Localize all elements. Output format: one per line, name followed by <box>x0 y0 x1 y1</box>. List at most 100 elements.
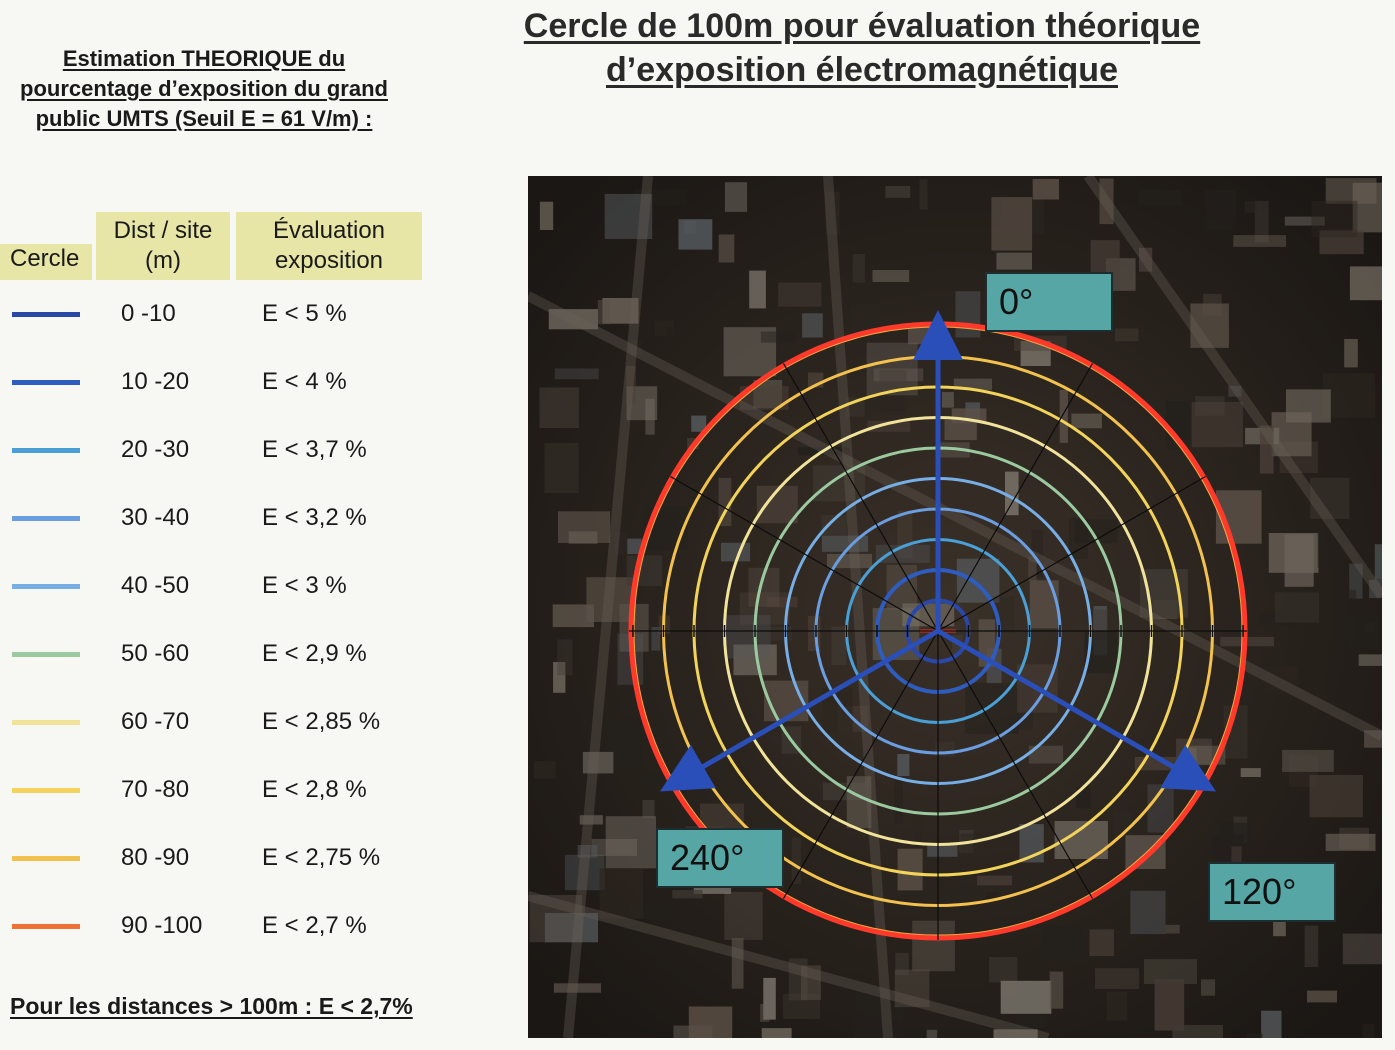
legend-line-swatch <box>12 516 80 521</box>
building-block <box>894 969 930 1008</box>
building-block <box>1259 425 1274 474</box>
building-block <box>626 365 636 404</box>
building-block <box>1114 328 1139 342</box>
building-block <box>1349 266 1382 301</box>
building-block <box>718 477 732 527</box>
building-block <box>1240 768 1261 777</box>
legend-row: 60 -70 E < 2,85 % <box>0 707 420 737</box>
legend-exposure: E < 3,7 % <box>262 436 367 463</box>
building-block <box>1325 178 1377 204</box>
building-block <box>1254 201 1269 243</box>
building-block <box>1074 519 1118 544</box>
building-block <box>825 191 840 235</box>
building-block <box>642 800 655 818</box>
building-block <box>788 958 808 1001</box>
road <box>563 176 653 1038</box>
building-block <box>867 420 911 432</box>
building-block <box>604 193 653 239</box>
building-block <box>1304 925 1319 967</box>
building-block <box>791 837 801 884</box>
building-block <box>672 890 703 899</box>
building-block <box>802 313 823 338</box>
radial-spoke <box>937 475 1206 632</box>
building-block <box>577 845 598 858</box>
building-block <box>599 868 644 919</box>
building-block <box>760 1004 770 1022</box>
legend-distance: 50 -60 <box>121 640 190 667</box>
building-block <box>996 252 1032 270</box>
building-block <box>801 965 821 1000</box>
building-block <box>897 754 910 776</box>
building-block <box>739 592 790 625</box>
legend-exposure: E < 3,2 % <box>262 504 367 531</box>
building-block <box>553 983 601 993</box>
building-block <box>544 913 598 943</box>
legend-row: 10 -20 E < 4 % <box>0 367 420 397</box>
building-block <box>1144 959 1197 984</box>
legend-row: 90 -100 E < 2,7 % <box>0 911 420 941</box>
building-block <box>912 920 955 972</box>
building-block <box>1049 971 1064 1009</box>
building-block <box>1365 622 1376 633</box>
legend-line-swatch <box>12 788 80 793</box>
building-block <box>1089 929 1114 956</box>
building-block <box>582 751 614 774</box>
building-block <box>854 991 904 1038</box>
building-block <box>539 201 554 230</box>
building-block <box>926 1029 938 1038</box>
building-block <box>529 895 583 943</box>
legend-distance: 80 -90 <box>121 844 190 871</box>
building-block <box>605 816 656 869</box>
legend-line-swatch <box>12 856 80 861</box>
building-block <box>872 270 910 282</box>
building-block <box>1042 925 1083 960</box>
building-block <box>886 564 918 610</box>
building-block <box>831 626 847 666</box>
column-header-cercle: Cercle <box>0 244 92 280</box>
building-block <box>1191 401 1243 448</box>
legend-distance: 30 -40 <box>121 504 190 531</box>
legend-distance: 60 -70 <box>121 708 190 735</box>
building-block <box>993 1029 1038 1038</box>
legend-exposure: E < 2,85 % <box>262 708 381 735</box>
building-block <box>1099 178 1114 225</box>
building-block <box>557 639 573 676</box>
building-block <box>615 531 629 555</box>
legend-row: 30 -40 E < 3,2 % <box>0 503 420 533</box>
building-block <box>721 542 751 562</box>
building-block <box>760 331 796 343</box>
page-title: Cercle de 100m pour évaluation théorique… <box>523 7 1201 89</box>
legend-exposure: E < 2,9 % <box>262 640 367 667</box>
building-block <box>678 219 713 250</box>
legend-line-swatch <box>12 720 80 725</box>
legend-line-swatch <box>12 448 80 453</box>
legend-heading: Estimation THEORIQUE du pourcentage d’ex… <box>20 46 388 131</box>
building-block <box>1344 339 1358 368</box>
building-block <box>977 875 1012 886</box>
building-block <box>597 300 610 325</box>
building-block <box>761 1028 792 1038</box>
building-block <box>989 957 1018 983</box>
legend-line-swatch <box>12 652 80 657</box>
road <box>528 291 1382 741</box>
building-block <box>1364 730 1382 748</box>
building-block <box>783 993 821 1019</box>
building-block <box>626 555 663 587</box>
building-block <box>667 327 688 336</box>
building-block <box>1271 412 1312 457</box>
building-block <box>1095 968 1140 989</box>
building-block <box>1172 1025 1223 1038</box>
building-block <box>724 891 763 940</box>
legend-row: 20 -30 E < 3,7 % <box>0 435 420 465</box>
building-block <box>1031 530 1043 579</box>
building-block <box>1059 389 1068 443</box>
aerial-map <box>528 176 1382 1038</box>
building-block <box>1322 373 1376 418</box>
building-block <box>1284 216 1325 226</box>
azimuth-arrow-120 <box>936 628 1217 792</box>
legend-exposure: E < 5 % <box>262 300 347 327</box>
building-block <box>1347 613 1379 649</box>
building-block <box>1346 589 1357 601</box>
legend-line-swatch <box>12 924 80 929</box>
building-block <box>812 465 866 502</box>
